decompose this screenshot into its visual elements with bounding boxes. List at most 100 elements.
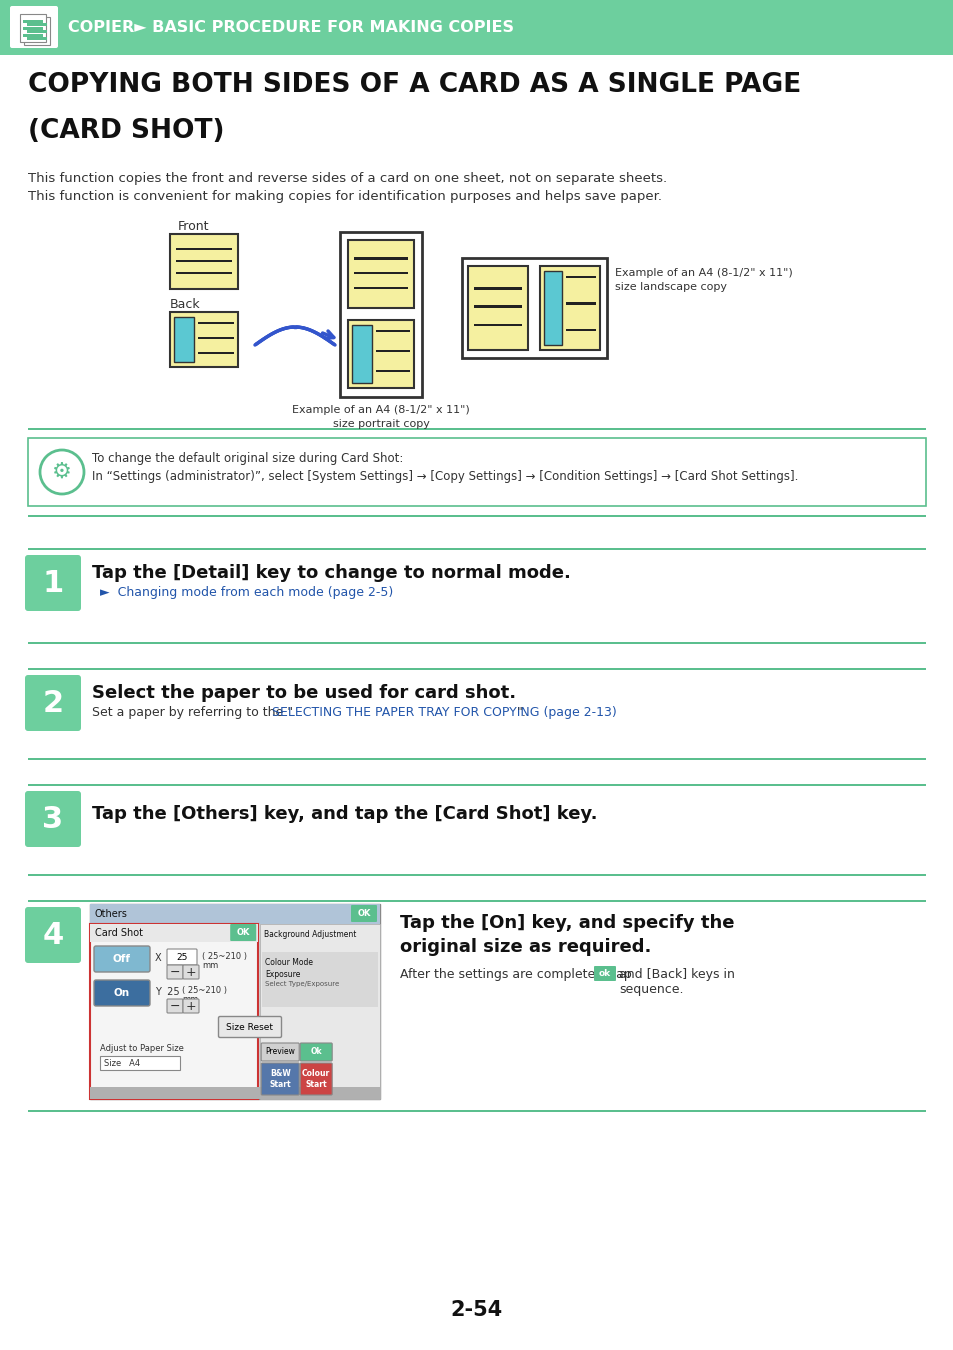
Bar	[175, 248, 232, 250]
Bar	[27, 30, 47, 32]
Bar	[198, 336, 233, 339]
Text: Ok: Ok	[310, 1048, 322, 1057]
Bar	[28, 437, 925, 506]
Text: On: On	[113, 988, 130, 998]
FancyBboxPatch shape	[300, 1062, 332, 1095]
Text: ⚙: ⚙	[52, 462, 71, 482]
FancyBboxPatch shape	[348, 320, 414, 387]
Text: ( 25~210 ): ( 25~210 )	[182, 986, 227, 995]
FancyBboxPatch shape	[539, 266, 599, 350]
Text: +: +	[186, 999, 196, 1012]
FancyBboxPatch shape	[594, 967, 616, 981]
Text: and [Back] keys in
sequence.: and [Back] keys in sequence.	[618, 968, 734, 996]
FancyBboxPatch shape	[261, 1062, 299, 1095]
Text: This function is convenient for making copies for identification purposes and he: This function is convenient for making c…	[28, 190, 661, 202]
Text: Tap the [Detail] key to change to normal mode.: Tap the [Detail] key to change to normal…	[91, 564, 570, 582]
FancyBboxPatch shape	[10, 5, 58, 49]
Bar	[543, 271, 561, 346]
Bar	[28, 514, 925, 517]
Text: After the settings are completed, tap: After the settings are completed, tap	[399, 968, 631, 981]
Text: Card Shot: Card Shot	[95, 927, 143, 938]
Bar	[90, 923, 258, 1099]
Text: Select the paper to be used for card shot.: Select the paper to be used for card sho…	[91, 684, 516, 702]
Text: Colour
Start: Colour Start	[302, 1069, 330, 1088]
Bar	[100, 1056, 180, 1071]
Bar	[23, 20, 43, 23]
Bar	[28, 428, 925, 431]
Text: Example of an A4 (8-1/2" x 11"): Example of an A4 (8-1/2" x 11")	[292, 405, 470, 414]
Text: COPYING BOTH SIDES OF A CARD AS A SINGLE PAGE: COPYING BOTH SIDES OF A CARD AS A SINGLE…	[28, 72, 801, 99]
Text: Example of an A4 (8-1/2" x 11"): Example of an A4 (8-1/2" x 11")	[615, 269, 792, 278]
Text: Front: Front	[178, 220, 210, 234]
Bar	[474, 288, 521, 289]
Text: Select Type/Exposure: Select Type/Exposure	[265, 981, 339, 987]
Text: mm: mm	[202, 961, 218, 971]
Text: Tap the [Others] key, and tap the [Card Shot] key.: Tap the [Others] key, and tap the [Card …	[91, 805, 597, 823]
Bar	[23, 27, 43, 30]
Text: This function copies the front and reverse sides of a card on one sheet, not on : This function copies the front and rever…	[28, 171, 666, 185]
Circle shape	[40, 450, 84, 494]
Text: 2-54: 2-54	[451, 1300, 502, 1320]
Text: Size Reset: Size Reset	[226, 1022, 274, 1031]
Bar	[565, 302, 596, 305]
Text: OK: OK	[357, 909, 371, 918]
Text: mm: mm	[182, 995, 198, 1004]
Bar	[23, 34, 43, 36]
FancyBboxPatch shape	[300, 1044, 332, 1061]
Text: Off: Off	[112, 954, 131, 964]
Text: original size as required.: original size as required.	[399, 938, 651, 956]
Bar	[474, 324, 521, 327]
Bar	[339, 232, 421, 397]
Bar	[375, 350, 410, 352]
Text: Set a paper by referring to the ": Set a paper by referring to the "	[91, 706, 293, 720]
FancyBboxPatch shape	[25, 555, 81, 612]
Text: B&W
Start: B&W Start	[269, 1069, 291, 1088]
Bar	[198, 351, 233, 354]
FancyBboxPatch shape	[183, 965, 199, 979]
FancyBboxPatch shape	[25, 791, 81, 846]
Text: Adjust to Paper Size: Adjust to Paper Size	[100, 1044, 184, 1053]
Bar	[24, 18, 50, 45]
Text: size landscape copy: size landscape copy	[615, 282, 726, 292]
Text: ".: ".	[517, 706, 526, 720]
Text: X: X	[154, 953, 161, 963]
Text: Preview: Preview	[265, 1048, 294, 1057]
Text: Back: Back	[170, 298, 200, 311]
FancyBboxPatch shape	[261, 1044, 299, 1061]
Text: Others: Others	[95, 909, 128, 919]
Text: In “Settings (administrator)”, select [System Settings] → [Copy Settings] → [Con: In “Settings (administrator)”, select [S…	[91, 470, 798, 483]
FancyBboxPatch shape	[167, 999, 183, 1012]
Bar	[352, 325, 372, 383]
Bar	[28, 757, 925, 760]
Bar	[565, 329, 596, 331]
Bar	[27, 23, 47, 26]
Bar	[375, 370, 410, 373]
Text: (CARD SHOT): (CARD SHOT)	[28, 117, 224, 144]
Bar	[28, 643, 925, 644]
FancyBboxPatch shape	[94, 980, 150, 1006]
Text: SELECTING THE PAPER TRAY FOR COPYING (page 2-13): SELECTING THE PAPER TRAY FOR COPYING (pa…	[272, 706, 616, 720]
Bar	[260, 923, 379, 1099]
FancyBboxPatch shape	[25, 675, 81, 730]
FancyBboxPatch shape	[230, 923, 256, 941]
Text: Size   A4: Size A4	[104, 1058, 140, 1068]
Bar	[175, 259, 232, 262]
Bar	[354, 256, 408, 259]
Text: Background Adjustment: Background Adjustment	[264, 930, 356, 940]
Text: Colour Mode: Colour Mode	[265, 958, 313, 967]
Bar	[28, 784, 925, 786]
Bar	[90, 923, 258, 942]
FancyBboxPatch shape	[25, 907, 81, 963]
FancyBboxPatch shape	[218, 1017, 281, 1038]
Bar	[27, 36, 47, 39]
Text: To change the default original size during Card Shot:: To change the default original size duri…	[91, 452, 403, 464]
Bar	[28, 668, 925, 670]
Bar	[262, 952, 377, 1007]
Bar	[474, 305, 521, 308]
Bar	[565, 275, 596, 278]
Text: 3: 3	[42, 805, 64, 833]
Text: 1: 1	[42, 568, 64, 598]
Text: OK: OK	[236, 927, 250, 937]
Text: 2: 2	[42, 688, 64, 717]
Text: ►  Changing mode from each mode (page 2-5): ► Changing mode from each mode (page 2-5…	[100, 586, 393, 599]
